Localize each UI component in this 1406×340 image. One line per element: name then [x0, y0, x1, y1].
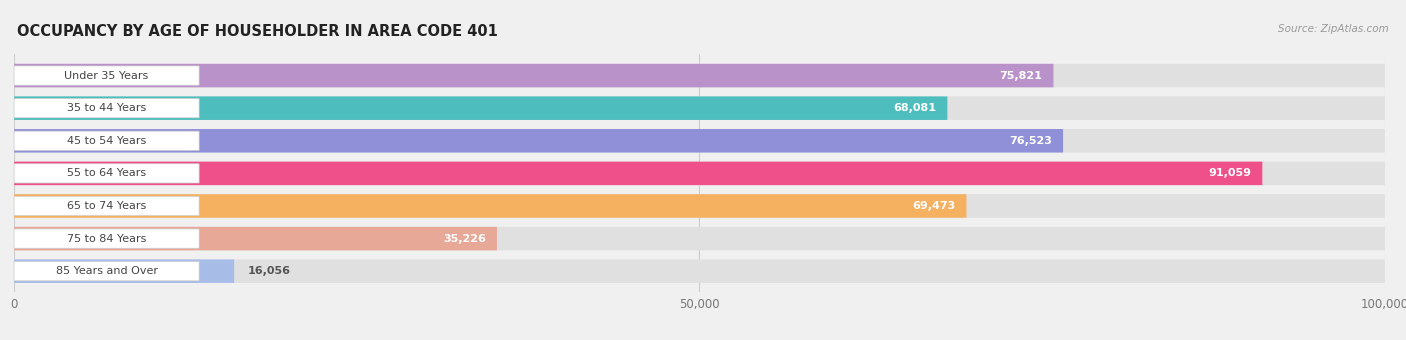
- FancyBboxPatch shape: [14, 227, 496, 250]
- FancyBboxPatch shape: [14, 129, 1385, 153]
- FancyBboxPatch shape: [14, 164, 200, 183]
- Text: 45 to 54 Years: 45 to 54 Years: [67, 136, 146, 146]
- FancyBboxPatch shape: [14, 97, 1385, 120]
- Text: 85 Years and Over: 85 Years and Over: [56, 266, 157, 276]
- Text: 91,059: 91,059: [1208, 168, 1251, 179]
- FancyBboxPatch shape: [14, 97, 948, 120]
- FancyBboxPatch shape: [14, 261, 200, 281]
- Text: Source: ZipAtlas.com: Source: ZipAtlas.com: [1278, 24, 1389, 34]
- FancyBboxPatch shape: [14, 66, 200, 85]
- Text: 35,226: 35,226: [443, 234, 486, 243]
- Text: 55 to 64 Years: 55 to 64 Years: [67, 168, 146, 179]
- FancyBboxPatch shape: [14, 194, 966, 218]
- Text: 16,056: 16,056: [247, 266, 291, 276]
- Text: 65 to 74 Years: 65 to 74 Years: [67, 201, 146, 211]
- FancyBboxPatch shape: [14, 99, 200, 118]
- Text: 35 to 44 Years: 35 to 44 Years: [67, 103, 146, 113]
- FancyBboxPatch shape: [14, 162, 1263, 185]
- FancyBboxPatch shape: [14, 194, 1385, 218]
- FancyBboxPatch shape: [14, 227, 1385, 250]
- FancyBboxPatch shape: [14, 229, 200, 248]
- Text: 69,473: 69,473: [912, 201, 956, 211]
- Text: OCCUPANCY BY AGE OF HOUSEHOLDER IN AREA CODE 401: OCCUPANCY BY AGE OF HOUSEHOLDER IN AREA …: [17, 24, 498, 39]
- FancyBboxPatch shape: [14, 64, 1385, 87]
- FancyBboxPatch shape: [14, 259, 1385, 283]
- FancyBboxPatch shape: [14, 259, 235, 283]
- FancyBboxPatch shape: [14, 129, 1063, 153]
- FancyBboxPatch shape: [14, 64, 1053, 87]
- Text: 75 to 84 Years: 75 to 84 Years: [67, 234, 146, 243]
- Text: Under 35 Years: Under 35 Years: [65, 71, 149, 81]
- FancyBboxPatch shape: [14, 162, 1385, 185]
- Text: 68,081: 68,081: [893, 103, 936, 113]
- FancyBboxPatch shape: [14, 196, 200, 216]
- FancyBboxPatch shape: [14, 131, 200, 150]
- Text: 75,821: 75,821: [1000, 71, 1042, 81]
- Text: 76,523: 76,523: [1010, 136, 1052, 146]
